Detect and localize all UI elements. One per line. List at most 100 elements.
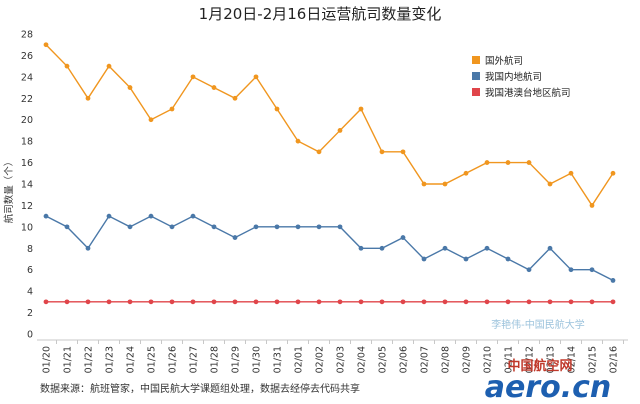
- y-tick-label: 22: [21, 94, 33, 105]
- x-tick-label: 02/12: [525, 346, 536, 373]
- data-point: [463, 299, 469, 305]
- x-tick-label: 02/16: [609, 346, 620, 373]
- y-tick-label: 18: [21, 137, 33, 148]
- data-point: [421, 256, 427, 262]
- data-point: [148, 299, 154, 305]
- data-point: [610, 170, 616, 176]
- data-source-note: 数据来源：航班管家，中国民航大学课题组处理，数据去经停去代码共享: [40, 382, 360, 395]
- data-point: [190, 299, 196, 305]
- data-point: [169, 106, 175, 112]
- x-tick-label: 02/01: [294, 346, 305, 373]
- data-point: [169, 299, 175, 305]
- data-point: [211, 85, 217, 90]
- legend-swatch: [472, 72, 480, 80]
- watermark-text: 李艳伟-中国民航大学: [491, 318, 585, 331]
- legend-swatch: [472, 56, 480, 64]
- data-point: [610, 299, 616, 305]
- data-point: [400, 149, 406, 155]
- data-point: [211, 224, 217, 230]
- x-tick-label: 01/30: [252, 346, 263, 373]
- x-tick-label: 02/14: [567, 346, 578, 373]
- y-tick-label: 12: [21, 201, 33, 212]
- x-tick-label: 01/25: [147, 346, 158, 373]
- x-tick-label: 01/20: [42, 346, 53, 373]
- x-tick-label: 01/23: [105, 346, 116, 373]
- legend-label: 我国港澳台地区航司: [485, 87, 571, 99]
- legend-label: 国外航司: [485, 55, 523, 67]
- data-point: [295, 224, 301, 230]
- data-point: [379, 149, 385, 155]
- y-axis-label: 航司数量（个）: [3, 157, 15, 224]
- data-point: [526, 267, 532, 273]
- data-point: [568, 267, 574, 273]
- data-point: [337, 299, 343, 305]
- x-tick-label: 02/10: [483, 346, 494, 373]
- data-point: [316, 299, 322, 305]
- y-tick-label: 6: [27, 265, 33, 276]
- x-tick-label: 02/02: [315, 346, 326, 373]
- x-tick-label: 01/26: [168, 346, 179, 373]
- data-point: [253, 74, 259, 80]
- data-point: [547, 245, 553, 251]
- data-point: [337, 128, 343, 133]
- data-point: [526, 160, 532, 165]
- x-tick-label: 01/28: [210, 346, 221, 373]
- data-point: [274, 224, 280, 230]
- data-point: [421, 299, 427, 305]
- y-tick-label: 28: [21, 30, 33, 41]
- x-tick-label: 02/09: [462, 346, 473, 373]
- data-point: [463, 256, 469, 262]
- legend-label: 我国内地航司: [485, 71, 542, 83]
- data-point: [463, 170, 469, 176]
- data-point: [358, 245, 364, 251]
- data-point: [211, 299, 217, 305]
- data-point: [589, 299, 595, 305]
- series-layer: [43, 42, 616, 305]
- data-point: [253, 299, 259, 305]
- data-point: [43, 299, 49, 305]
- data-point: [127, 224, 133, 230]
- y-tick-label: 20: [21, 115, 33, 126]
- data-point: [400, 235, 406, 240]
- data-point: [232, 95, 238, 101]
- x-tick-label: 01/21: [63, 346, 74, 373]
- x-tick-label: 02/11: [504, 346, 515, 373]
- x-tick-label: 01/27: [189, 346, 200, 373]
- data-point: [85, 299, 91, 305]
- x-tick-label: 02/15: [588, 346, 599, 373]
- data-point: [274, 299, 280, 305]
- x-tick-label: 02/08: [441, 346, 452, 373]
- y-tick-label: 8: [27, 244, 33, 255]
- data-point: [85, 95, 91, 101]
- data-point: [421, 181, 427, 187]
- y-tick-label: 4: [27, 287, 33, 298]
- y-tick-label: 26: [21, 51, 33, 62]
- x-tick-label: 01/24: [126, 346, 137, 373]
- data-point: [484, 160, 490, 165]
- x-tick-label: 01/22: [84, 346, 95, 373]
- data-point: [127, 299, 133, 305]
- x-tick-label: 02/13: [546, 346, 557, 373]
- data-point: [442, 299, 448, 305]
- x-tick-label: 02/05: [378, 346, 389, 373]
- data-point: [190, 74, 196, 80]
- data-point: [547, 299, 553, 305]
- data-point: [295, 138, 301, 144]
- aero-logo: 中国航空网 aero.cn: [485, 358, 612, 404]
- logo-top-text: 中国航空网: [507, 358, 572, 374]
- data-point: [85, 245, 91, 251]
- data-point: [442, 181, 448, 187]
- data-point: [379, 245, 385, 251]
- x-tick-label: 02/03: [336, 346, 347, 373]
- data-point: [316, 224, 322, 230]
- data-point: [232, 235, 238, 240]
- data-point: [316, 149, 322, 155]
- data-point: [484, 299, 490, 305]
- data-point: [148, 117, 154, 123]
- data-point: [568, 170, 574, 176]
- data-point: [442, 245, 448, 251]
- legend-swatch: [472, 88, 480, 96]
